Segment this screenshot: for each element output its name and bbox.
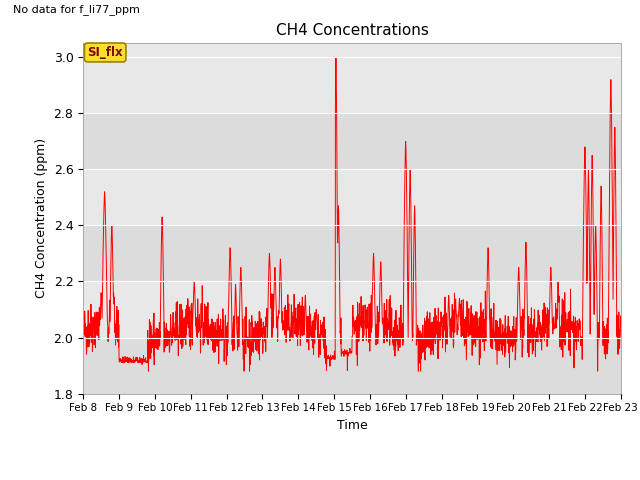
- Text: SI_flx: SI_flx: [88, 46, 123, 59]
- Bar: [83, 113, 621, 169]
- LGR FMA: [380, 331, 387, 337]
- LGR FMA: [368, 325, 376, 331]
- LGR FMA: [570, 320, 577, 326]
- LGR FMA: [509, 349, 516, 355]
- Bar: [83, 226, 621, 281]
- Bar: [83, 337, 621, 394]
- Line: LGR FMA: LGR FMA: [83, 57, 621, 371]
- Bar: [83, 169, 621, 226]
- Text: No data for f_li77_ppm: No data for f_li77_ppm: [13, 4, 140, 15]
- X-axis label: Time: Time: [337, 419, 367, 432]
- LGR FMA: [617, 322, 625, 328]
- Legend: LGR FMA: LGR FMA: [305, 477, 399, 480]
- Y-axis label: CH4 Concentration (ppm): CH4 Concentration (ppm): [35, 138, 48, 299]
- LGR FMA: [332, 54, 340, 60]
- LGR FMA: [585, 176, 593, 181]
- Bar: [83, 281, 621, 337]
- LGR FMA: [230, 320, 237, 325]
- LGR FMA: [145, 368, 152, 374]
- Bar: [83, 57, 621, 113]
- Title: CH4 Concentrations: CH4 Concentrations: [276, 23, 428, 38]
- LGR FMA: [79, 323, 87, 328]
